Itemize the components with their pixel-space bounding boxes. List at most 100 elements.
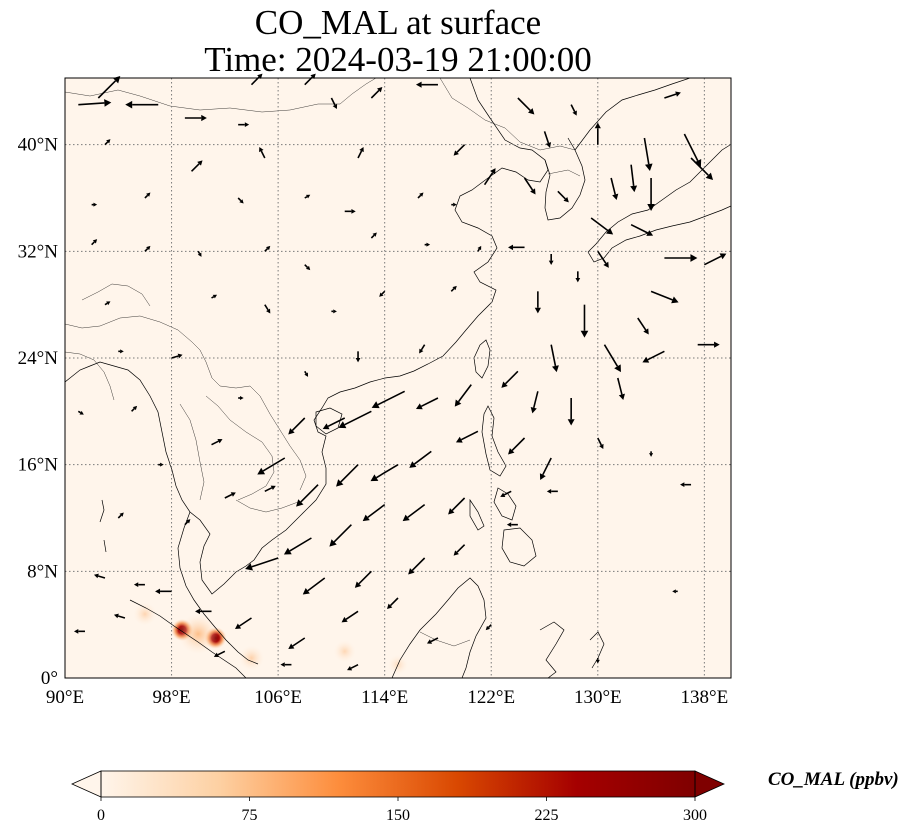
wind-arrow (370, 232, 377, 239)
wind-arrow (402, 504, 426, 522)
wind-arrow (567, 398, 575, 426)
wind-arrow (257, 457, 286, 475)
wind-arrow (517, 97, 535, 115)
wind-arrow (543, 131, 552, 148)
wind-arrow (322, 417, 346, 430)
wind-arrow (637, 317, 649, 335)
wind-arrow (575, 271, 581, 283)
coastline-andaman (99, 499, 107, 553)
colorbar-extend-min (71, 770, 102, 798)
longitude-tick-label: 114°E (361, 687, 408, 708)
coastline-sumatra (129, 599, 247, 678)
wind-arrow (184, 519, 191, 526)
longitude-tick-label: 138°E (681, 687, 729, 708)
wind-arrow (500, 490, 512, 498)
latitude-tick-label: 8°N (27, 561, 58, 582)
wind-arrow (506, 522, 518, 528)
wind-vectors (73, 73, 727, 671)
co-hotspot (178, 614, 219, 654)
wind-arrow (590, 217, 614, 235)
wind-arrow (387, 597, 399, 609)
wind-arrow (336, 464, 359, 487)
wind-arrow (104, 139, 111, 146)
wind-arrow (426, 637, 439, 644)
wind-arrow (113, 613, 126, 619)
wind-arrow (354, 570, 372, 588)
latitude-tick-label: 24°N (18, 348, 59, 369)
coastline-halmahera (589, 631, 605, 669)
wind-arrow (331, 309, 337, 314)
wind-arrow (453, 144, 466, 156)
border-himalaya (65, 283, 201, 351)
wind-arrow (664, 254, 698, 262)
wind-arrow (557, 190, 569, 203)
wind-arrow (454, 384, 472, 407)
wind-arrow (508, 437, 526, 455)
wind-arrow (508, 244, 525, 251)
wind-arrow (73, 628, 85, 634)
wind-arrow (330, 97, 338, 109)
longitude-tick-label: 122°E (467, 687, 515, 708)
border-thailand-laos (205, 395, 275, 501)
longitude-tick-label: 90°E (46, 687, 84, 708)
wind-arrow (104, 301, 111, 306)
colorbar-tick-label: 150 (386, 807, 410, 824)
colorbar-gradient (101, 771, 695, 797)
wind-arrow (485, 624, 492, 631)
wind-arrow (595, 658, 600, 664)
wind-arrow (238, 122, 250, 128)
longitude-ticks: 90°E 98°E 106°E 114°E 122°E 130°E 138°E (46, 687, 728, 708)
coastline-russia (574, 78, 691, 151)
co-hotspot (333, 640, 356, 663)
wind-arrow (539, 457, 552, 480)
wind-arrow (451, 202, 457, 207)
wind-arrow (357, 147, 364, 159)
wind-arrow (264, 245, 271, 252)
coastline-mainland (245, 78, 549, 567)
country-borders (65, 78, 581, 647)
wind-arrow (211, 438, 223, 446)
wind-arrow (288, 637, 306, 649)
wind-arrow (197, 250, 202, 257)
wind-arrow (448, 497, 466, 515)
latitude-tick-label: 0° (41, 668, 58, 689)
wind-arrow (93, 573, 106, 579)
border-india-bangladesh (65, 351, 115, 401)
wind-arrow (664, 91, 681, 99)
wind-arrow (370, 87, 383, 99)
wind-arrow (647, 178, 655, 211)
wind-arrow (304, 194, 311, 199)
wind-arrow (690, 157, 714, 180)
wind-arrow (237, 197, 244, 204)
wind-arrow (680, 482, 692, 488)
border-china-mongolia (65, 78, 377, 113)
colorbar-tick-label: 0 (97, 807, 105, 824)
wind-arrow (171, 353, 183, 359)
latitude-tick-label: 40°N (18, 135, 59, 156)
wind-arrow (195, 608, 212, 615)
wind-arrow (597, 250, 609, 268)
map-background (65, 78, 731, 678)
wind-arrow (697, 341, 720, 348)
wind-arrow (594, 122, 601, 145)
co-concentration-field (133, 602, 408, 675)
colorbar-ticks: 0 75 150 225 300 (97, 797, 707, 824)
wind-arrow (155, 588, 172, 595)
wind-arrow (610, 177, 619, 200)
wind-arrow (570, 104, 577, 116)
wind-arrow (672, 589, 678, 594)
title-line-time: Time: 2024-03-19 21:00:00 (204, 40, 592, 79)
border-myanmar-thailand (179, 403, 205, 501)
longitude-tick-label: 130°E (574, 687, 622, 708)
colorbar-extend-max (694, 770, 725, 798)
wind-arrow (304, 370, 309, 377)
wind-arrow (213, 650, 226, 658)
wind-arrow (144, 192, 151, 199)
longitude-tick-label: 98°E (152, 687, 190, 708)
coastline-malay-peninsula (177, 511, 259, 665)
coastline-mindanao (501, 527, 537, 567)
wind-arrow (283, 537, 312, 555)
wind-arrow (347, 663, 359, 671)
wind-arrow (483, 168, 496, 186)
